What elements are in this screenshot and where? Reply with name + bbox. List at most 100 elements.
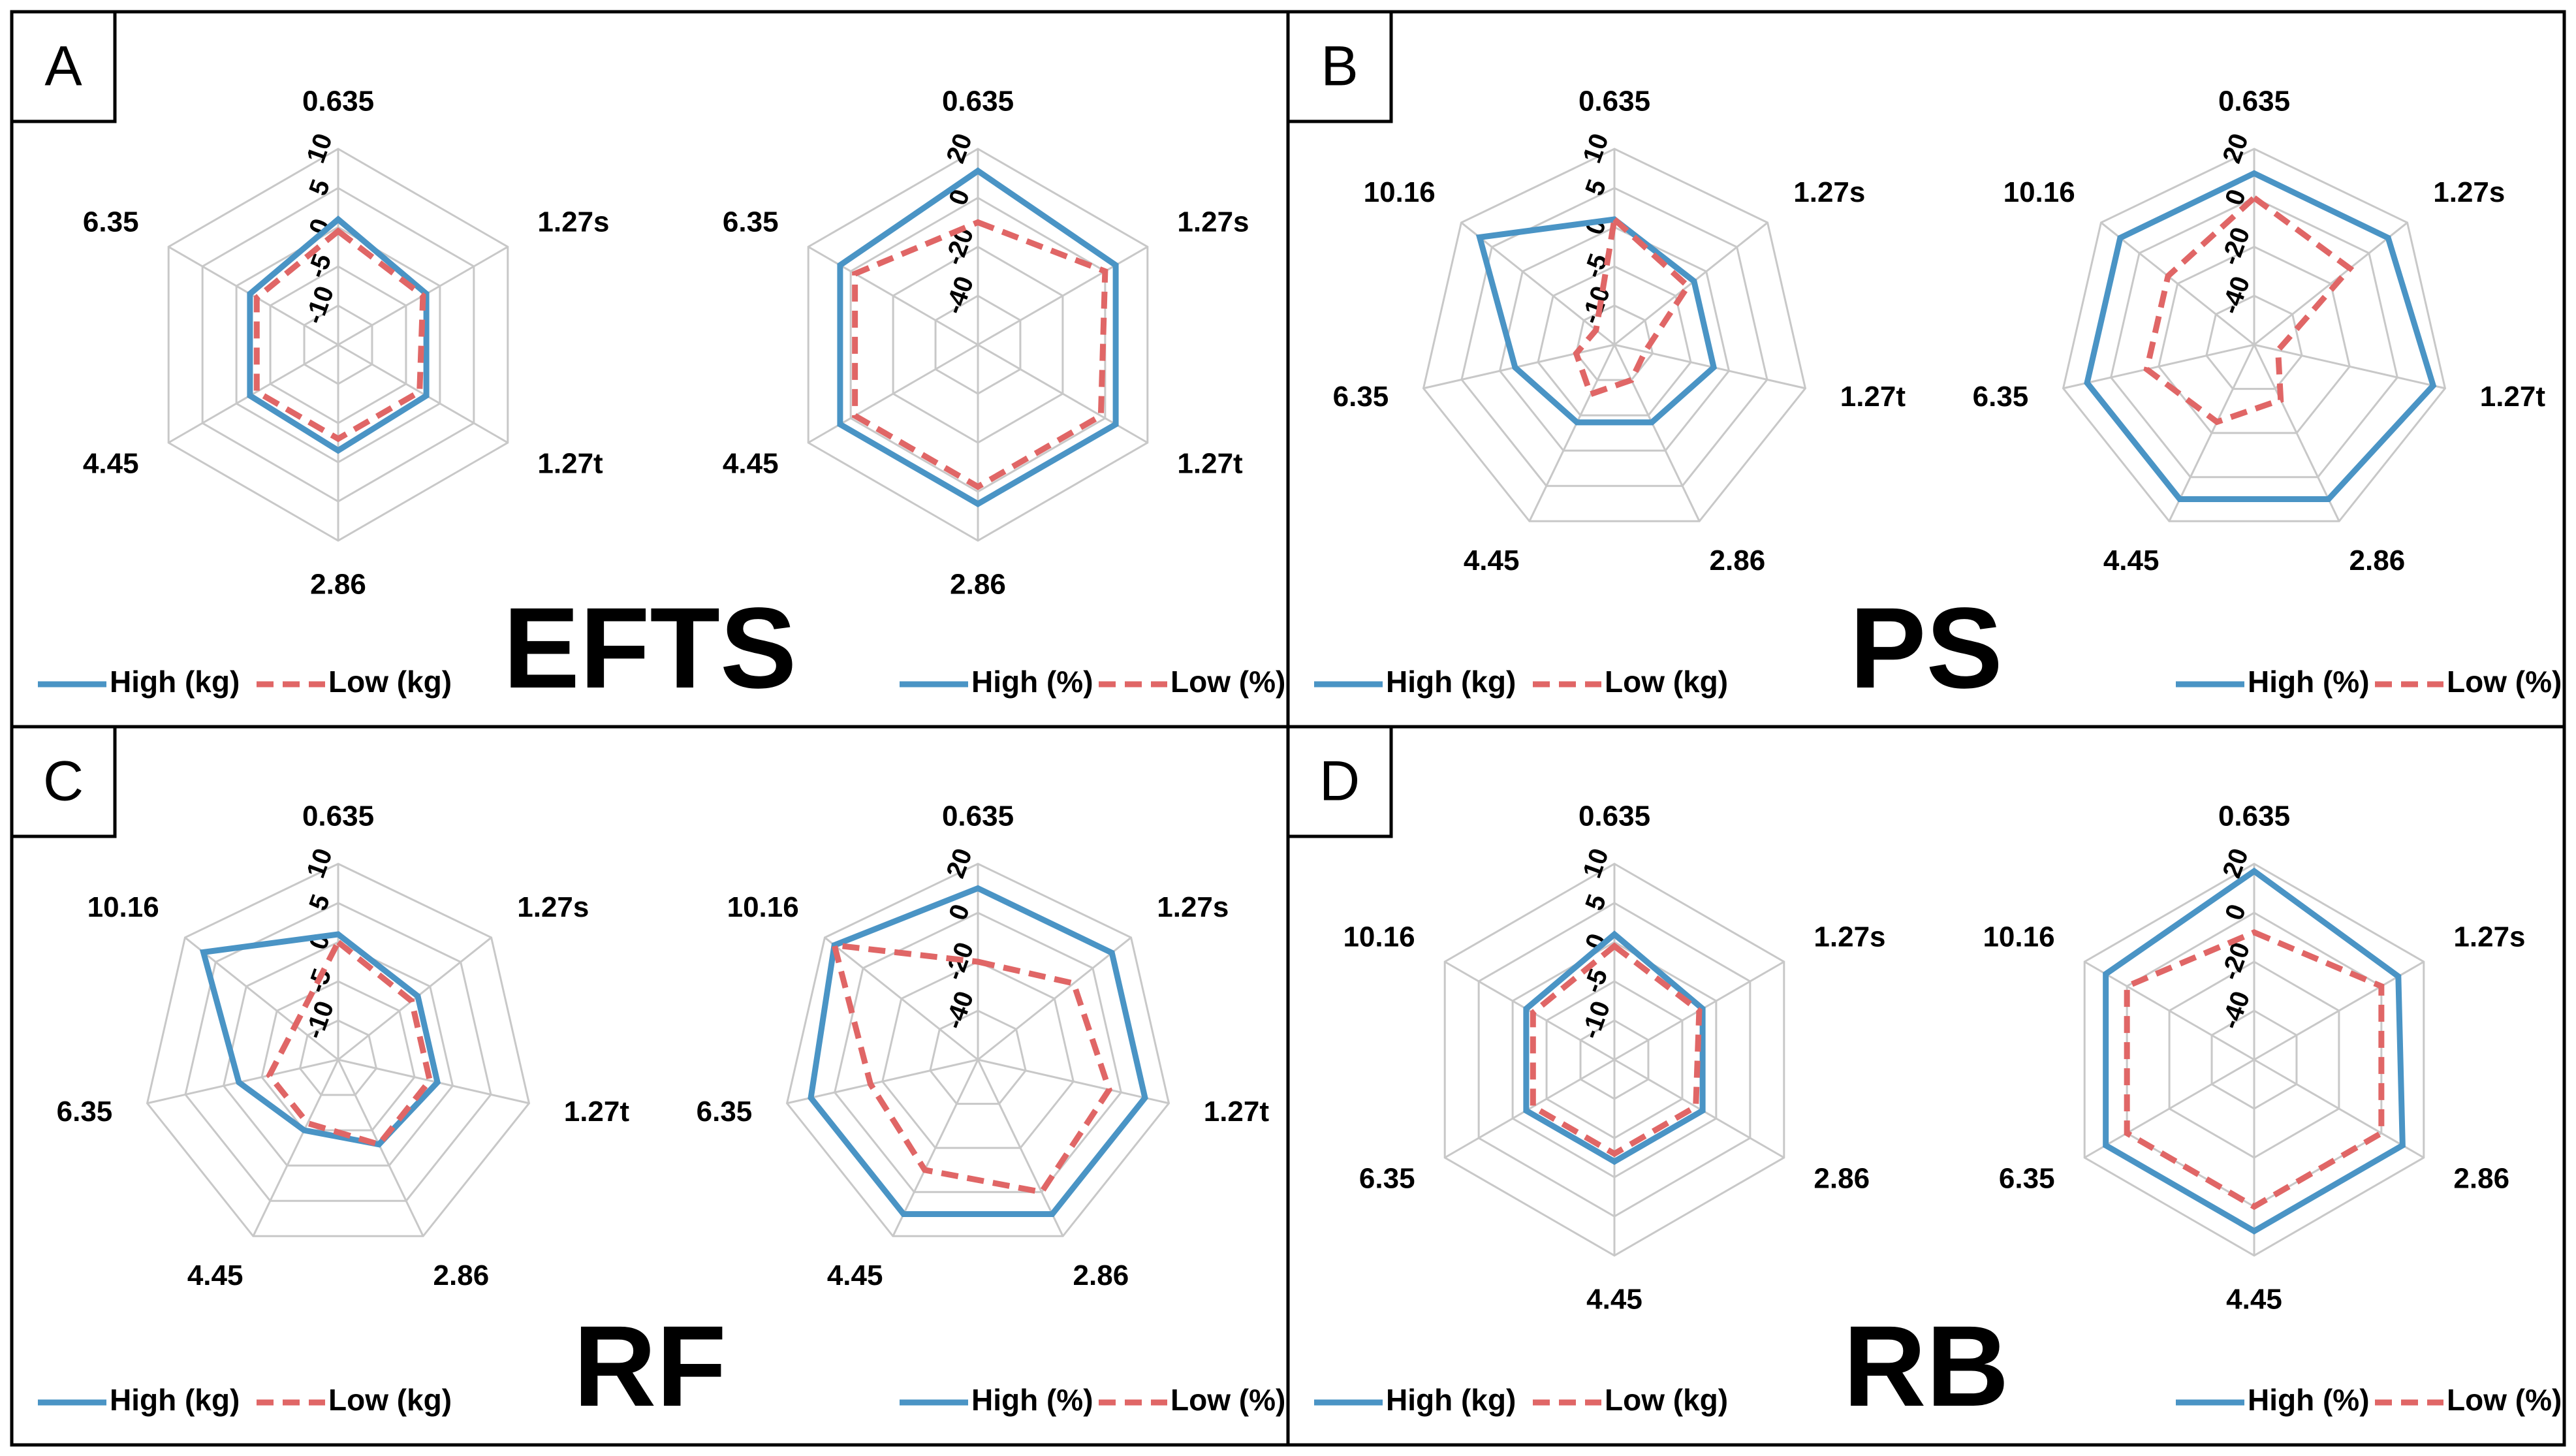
high-series-line [199, 931, 441, 1148]
high-series-line [247, 215, 430, 454]
grid-ring [2205, 294, 2303, 390]
grid-ring [146, 863, 531, 1237]
axis-label: 6.35 [1973, 381, 2029, 413]
axis-label: 1.27s [1814, 921, 1885, 953]
legend-high-label: High (kg) [1386, 665, 1516, 699]
axis-label: 1.27t [1840, 381, 1906, 413]
legend-percent: High (%) Low (%) [900, 665, 1285, 699]
grid-spoke [808, 343, 979, 444]
panel-title: PS [1849, 584, 2003, 712]
high-series-line [1523, 930, 1706, 1165]
axis-label: 6.35 [83, 206, 139, 238]
grid-spoke [824, 936, 979, 1061]
axis-label: 10.16 [1343, 921, 1415, 953]
grid-ring [785, 863, 1170, 1237]
grid-spoke [2100, 221, 2255, 346]
legend-kg: High (kg) Low (kg) [38, 665, 452, 699]
radar-chart-percent: 200-20-400.6351.27s1.27t2.864.456.3510.1… [1973, 86, 2546, 577]
grid-ring [222, 941, 454, 1167]
low-series-line [2143, 194, 2355, 426]
grid-ring [1537, 265, 1692, 417]
radar-chart-kg: 1050-5-100.6351.27s1.27t2.864.456.3510.1… [1333, 86, 1906, 577]
legend-high-label: High (kg) [1386, 1383, 1516, 1417]
grid-spoke [147, 1058, 339, 1105]
legend-percent: High (%) Low (%) [900, 1383, 1285, 1417]
legend-high-label: High (%) [2248, 665, 2370, 699]
high-series-line [808, 885, 1148, 1218]
grid-spoke [252, 1059, 339, 1237]
grid-spoke [787, 1058, 979, 1105]
grid-spoke [2253, 344, 2340, 522]
axis-label: 2.86 [1710, 545, 1766, 577]
axis-label: 2.86 [2349, 545, 2406, 577]
axis-label: 10.16 [87, 891, 159, 923]
legend-low-label: Low (kg) [1605, 665, 1728, 699]
grid-ring [1422, 148, 1807, 522]
grid-ring [2062, 148, 2447, 522]
grid-spoke [2168, 344, 2255, 522]
grid-spoke [1614, 1058, 1785, 1159]
axis-label: 0.635 [942, 800, 1014, 832]
axis-label: 10.16 [2003, 176, 2075, 208]
grid-ring [881, 960, 1075, 1149]
low-series-line [253, 227, 426, 443]
panel-letter-box [1286, 725, 1393, 838]
axis-label: 2.86 [433, 1259, 490, 1291]
grid-spoke [892, 1059, 979, 1237]
grid-ring [929, 1009, 1027, 1105]
axis-label: 4.45 [83, 448, 139, 480]
panel-b: BPS1050-5-100.6351.27s1.27t2.864.456.351… [1286, 10, 2566, 729]
panel-letter-box [10, 725, 117, 838]
legend-high-label: High (kg) [110, 665, 240, 699]
axis-label: 1.27t [2480, 381, 2546, 413]
panel-d: DRB1050-5-100.6351.27s2.864.456.3510.162… [1286, 725, 2566, 1447]
panel-letter: A [44, 35, 82, 98]
grid-spoke [168, 343, 339, 444]
radar-chart-percent: 200-20-400.6351.27s1.27t2.864.456.3510.1… [697, 800, 1270, 1291]
axis-label: 0.635 [302, 800, 374, 832]
axis-label: 6.35 [57, 1096, 113, 1128]
low-series-line [1573, 214, 1692, 398]
grid-ring [2110, 197, 2398, 479]
axis-label: 0.635 [1579, 86, 1650, 118]
axis-label: 4.45 [827, 1259, 883, 1291]
axis-label: 10.16 [727, 891, 799, 923]
grid-spoke [2084, 1058, 2255, 1159]
axis-label: 1.27s [1793, 176, 1865, 208]
legend-low-label: Low (%) [2447, 665, 2562, 699]
grid-spoke [1614, 343, 1806, 390]
axis-label: 0.635 [942, 86, 1014, 118]
grid-spoke [1444, 960, 1615, 1061]
legend-percent: High (%) Low (%) [2176, 1383, 2562, 1417]
legend-kg: High (kg) Low (kg) [1314, 665, 1728, 699]
grid-spoke [2254, 1058, 2425, 1159]
grid-ring [2158, 245, 2351, 434]
grid-spoke [184, 936, 339, 1061]
grid-spoke [2084, 960, 2255, 1061]
legend-low-label: Low (kg) [328, 1383, 452, 1417]
panel-title: RB [1843, 1303, 2009, 1431]
legend-percent: High (%) Low (%) [2176, 665, 2562, 699]
axis-label: 4.45 [1586, 1284, 1642, 1316]
axis-label: 1.27s [1157, 891, 1229, 923]
axis-label: 6.35 [697, 1096, 753, 1128]
panel-title: RF [573, 1303, 727, 1431]
panel-letter-box [10, 10, 117, 123]
grid-spoke [338, 936, 492, 1061]
axis-label: 1.27s [2453, 921, 2525, 953]
low-series-line [830, 942, 1113, 1195]
low-series-line [2124, 929, 2385, 1211]
axis-label: 1.27t [564, 1096, 630, 1128]
grid-spoke [338, 343, 509, 444]
axis-label: 0.635 [2218, 800, 2290, 832]
axis-label: 1.27s [537, 206, 609, 238]
axis-label: 6.35 [1359, 1163, 1415, 1195]
axis-label: 4.45 [1464, 545, 1520, 577]
high-series-line [1475, 216, 1718, 426]
legend-low-label: Low (%) [1170, 1383, 1285, 1417]
grid-spoke [977, 245, 1148, 346]
grid-spoke [808, 245, 979, 346]
grid-spoke [977, 1058, 1169, 1105]
